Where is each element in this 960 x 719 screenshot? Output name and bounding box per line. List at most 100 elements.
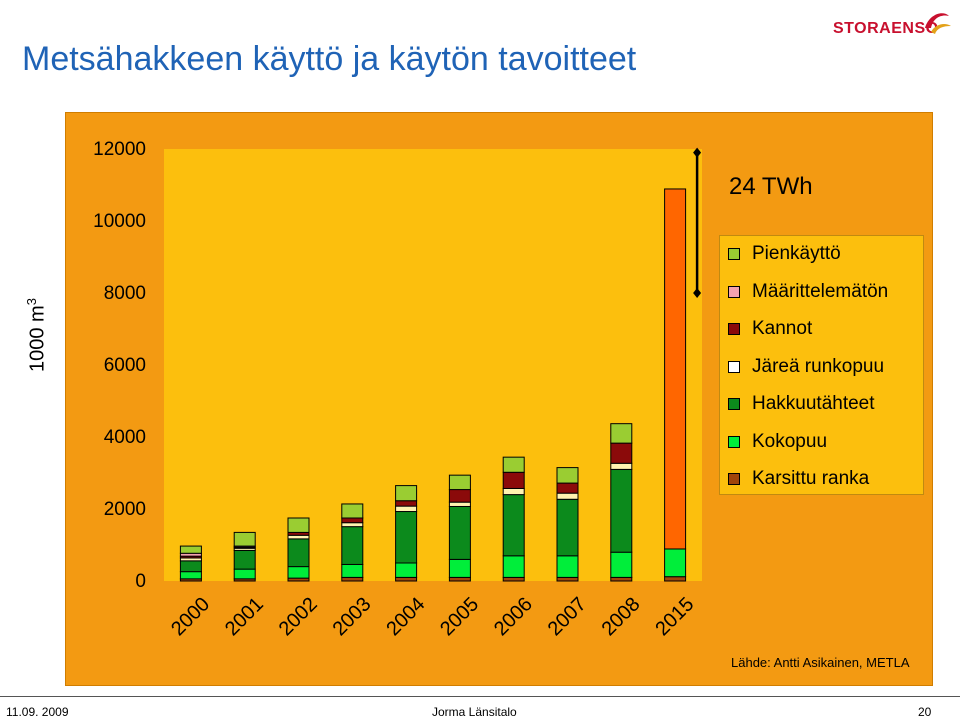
range-marker-bottom bbox=[693, 288, 702, 298]
y-tick-label: 4000 bbox=[104, 427, 146, 448]
bar-segment bbox=[556, 492, 579, 500]
legend-swatch bbox=[728, 323, 740, 335]
bar-segment bbox=[610, 423, 633, 444]
legend-swatch bbox=[728, 398, 740, 410]
bar-segment bbox=[448, 558, 471, 578]
bar-segment bbox=[341, 526, 364, 565]
bar-segment bbox=[179, 545, 202, 554]
legend-swatch bbox=[728, 435, 740, 448]
bar-segment bbox=[448, 489, 471, 503]
x-tick-label: 2001 bbox=[221, 593, 268, 640]
legend-label: Karsittu ranka bbox=[752, 468, 870, 489]
bar-segment bbox=[341, 522, 364, 528]
page-title: Metsähakkeen käyttö ja käytön tavoitteet bbox=[22, 40, 637, 78]
bar-segment bbox=[448, 576, 471, 582]
bar-segment bbox=[610, 576, 633, 582]
bar-segment bbox=[502, 456, 525, 473]
y-axis-title-exp: 3 bbox=[24, 298, 39, 306]
legend-item: Karsittu ranka bbox=[728, 467, 869, 491]
legend-swatch bbox=[728, 360, 740, 373]
bar-segment bbox=[502, 576, 525, 582]
bar-segment bbox=[556, 576, 579, 582]
chart-legend: Pienkäyttö Määrittelemätön Kannot Järeä run… bbox=[719, 235, 924, 495]
y-axis-title: 1000 m3 bbox=[24, 298, 50, 372]
x-tick-label: 2002 bbox=[275, 593, 322, 640]
legend-item: Pienkäyttö bbox=[728, 242, 841, 266]
bar-segment bbox=[287, 534, 310, 540]
legend-item: Kokopuu bbox=[728, 430, 827, 454]
bar-segment bbox=[341, 517, 364, 524]
footer-divider bbox=[0, 696, 960, 697]
bar-segment bbox=[341, 563, 364, 578]
chart-panel: 0 2000 4000 6000 8000 10000 12000 2000 2001 2002 2… bbox=[65, 112, 933, 686]
bar-segment bbox=[395, 500, 418, 507]
legend-swatch bbox=[728, 248, 740, 260]
legend-label: Järeä runkopuu bbox=[752, 355, 885, 377]
legend-item: Järeä runkopuu bbox=[728, 355, 884, 379]
footer-date: 11.09. 2009 bbox=[6, 705, 69, 719]
y-tick-label: 6000 bbox=[104, 355, 146, 376]
bar-segment bbox=[556, 482, 579, 494]
bar-segment bbox=[287, 538, 310, 568]
logo-swirl-icon bbox=[925, 13, 951, 34]
x-tick-label: 2005 bbox=[436, 593, 483, 640]
bar-segment bbox=[664, 576, 687, 582]
bar-segment bbox=[556, 498, 579, 557]
bar-segment bbox=[179, 560, 202, 573]
bar-segment bbox=[287, 566, 310, 579]
y-tick-label: 8000 bbox=[104, 283, 146, 304]
source-note: Lähde: Antti Asikainen, METLA bbox=[731, 655, 910, 670]
bar-segment bbox=[610, 442, 633, 464]
x-tick-label: 2007 bbox=[544, 593, 591, 640]
legend-swatch bbox=[728, 473, 740, 485]
bar-segment bbox=[287, 517, 310, 533]
bar-segment bbox=[448, 505, 471, 560]
bar-segment bbox=[502, 494, 525, 557]
legend-label: Kannot bbox=[752, 318, 813, 339]
logo-text: STORAENSO bbox=[833, 20, 939, 37]
x-tick-label: 2008 bbox=[598, 593, 645, 640]
x-tick-label: 2006 bbox=[490, 593, 537, 640]
y-tick-label: 0 bbox=[135, 571, 146, 592]
bar-segment bbox=[233, 568, 256, 580]
bar-segment bbox=[556, 555, 579, 578]
bar-segment bbox=[341, 576, 364, 582]
annotation-twh: 24 TWh bbox=[729, 173, 813, 200]
legend-swatch bbox=[728, 285, 740, 298]
bar-segment bbox=[664, 188, 687, 550]
bar-segment bbox=[395, 505, 418, 513]
bar-segment bbox=[610, 468, 633, 553]
legend-item: Määrittelemätön bbox=[728, 280, 888, 304]
bar-segment bbox=[448, 474, 471, 491]
y-tick-label: 12000 bbox=[93, 139, 146, 160]
bar-segment bbox=[233, 531, 256, 547]
bar-segment bbox=[395, 562, 418, 578]
legend-item: Hakkuutähteet bbox=[728, 392, 875, 416]
bar-segment bbox=[395, 576, 418, 582]
bar-segment bbox=[179, 571, 202, 580]
storaenso-logo: STORAENSO bbox=[833, 6, 953, 42]
legend-item: Kannot bbox=[728, 317, 812, 341]
bar-segment bbox=[502, 471, 525, 489]
footer-author: Jorma Länsitalo bbox=[432, 705, 517, 719]
x-tick-label: 2003 bbox=[329, 593, 376, 640]
bar-segment bbox=[395, 511, 418, 564]
x-tick-label: 2004 bbox=[382, 593, 429, 640]
bar-segment bbox=[610, 551, 633, 578]
legend-label: Kokopuu bbox=[752, 430, 828, 452]
footer-page: 20 bbox=[918, 705, 932, 719]
bar-segment bbox=[502, 555, 525, 578]
y-axis-title-base: 1000 m bbox=[26, 305, 49, 372]
bar-segment bbox=[233, 549, 256, 570]
bar-segment bbox=[341, 503, 364, 519]
y-tick-label: 10000 bbox=[93, 211, 146, 232]
legend-label: Määrittelemätön bbox=[752, 280, 889, 302]
bar-segment bbox=[448, 501, 471, 507]
range-marker-top bbox=[693, 147, 702, 158]
bar-segment bbox=[610, 462, 633, 470]
legend-label: Pienkäyttö bbox=[752, 243, 841, 264]
bar-segment bbox=[502, 487, 525, 496]
bar-segment bbox=[664, 548, 687, 578]
legend-label: Hakkuutähteet bbox=[752, 393, 875, 414]
